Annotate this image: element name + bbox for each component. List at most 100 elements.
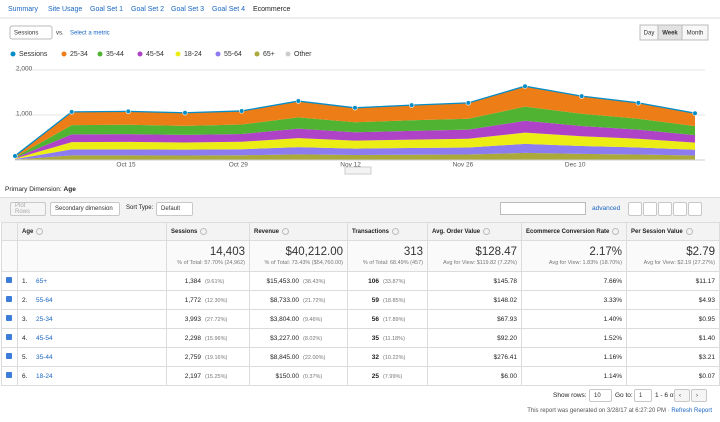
legend-swatch	[215, 51, 221, 57]
age-link[interactable]: 25-34	[36, 315, 53, 323]
help-icon	[685, 227, 693, 235]
primary-dimension-label: Primary Dimension:	[5, 186, 62, 193]
metric-value: $3.21	[698, 353, 715, 361]
metric-value: 106	[368, 277, 379, 285]
metric-share: (12.30%)	[205, 297, 228, 304]
totals-note: Avg for View: 1.83% (18.70%)	[548, 260, 622, 266]
next-page[interactable]: ›	[691, 389, 707, 402]
legend-swatch	[61, 51, 67, 57]
metric-select[interactable]	[9, 25, 53, 40]
sessions-point	[295, 98, 301, 104]
tab[interactable]: Goal Set 2	[131, 6, 164, 13]
row-checkbox[interactable]	[6, 277, 12, 283]
metric-cell: $67.93	[427, 309, 522, 329]
prev-page[interactable]: ‹	[674, 389, 690, 402]
show-rows-select[interactable]: 10	[589, 389, 612, 402]
secondary-dimension-select[interactable]: Secondary dimension	[50, 202, 120, 216]
metric-cell: 1,772 (12.30%)	[166, 290, 250, 310]
metric-share: (0.37%)	[303, 373, 323, 380]
sort-type-select[interactable]: Default	[156, 202, 193, 216]
header-row: Age Sessions Revenue Transactions Avg. Order…	[1, 222, 720, 241]
area-series	[15, 152, 695, 160]
view-icon[interactable]	[658, 202, 672, 216]
column-header[interactable]: Sessions	[166, 222, 250, 241]
column-header[interactable]: Per Session Value	[626, 222, 720, 241]
data-row: 1. 65+ 1,384 (9.61%) $15,453.00 (38.43%) 106 (3…	[1, 271, 720, 291]
tab[interactable]: Site Usage	[48, 6, 82, 13]
metric-cell: $3,804.00 (9.46%)	[249, 309, 348, 329]
tab[interactable]: Goal Set 1	[90, 6, 123, 13]
metric-share: (15.96%)	[205, 335, 228, 342]
metric-value: $3,804.00	[270, 315, 299, 323]
y-tick-label: 2,000	[16, 66, 33, 73]
metric-cell: $15,453.00 (38.43%)	[249, 271, 348, 291]
age-link[interactable]: 35-44	[36, 353, 53, 361]
totals-cell: 2.17% Avg for View: 1.83% (18.70%)	[521, 240, 627, 272]
goto-input[interactable]: 1	[634, 389, 652, 402]
metric-value: 2,298	[184, 334, 201, 342]
legend-label: 65+	[263, 51, 275, 58]
tab[interactable]: Goal Set 4	[212, 6, 245, 13]
row-index: 1.	[22, 277, 28, 285]
tab[interactable]: Summary	[8, 6, 38, 13]
row-checkbox[interactable]	[6, 315, 12, 321]
row-checkbox[interactable]	[6, 296, 12, 302]
metric-value: 35	[371, 334, 379, 342]
metric-value: 1.40%	[603, 315, 622, 323]
help-icon	[483, 227, 491, 235]
view-icon[interactable]	[688, 202, 702, 216]
column-header[interactable]: Ecommerce Conversion Rate	[521, 222, 627, 241]
row-index: 3.	[22, 315, 28, 323]
view-icon[interactable]	[643, 202, 657, 216]
legend-swatch	[175, 51, 181, 57]
totals-blank	[1, 240, 18, 272]
select-metric-link[interactable]: Select a metric	[70, 31, 110, 37]
metric-cell: 3.33%	[521, 290, 627, 310]
metric-cell: $1.40	[626, 328, 720, 348]
legend-label: 45-54	[146, 51, 164, 58]
metric-share: (9.61%)	[205, 278, 225, 285]
age-link[interactable]: 55-64	[36, 296, 53, 304]
column-header-text: Per Session Value	[631, 229, 683, 236]
metric-cell: $92.20	[427, 328, 522, 348]
metric-value: 1,384	[184, 277, 201, 285]
plot-rows-button[interactable]: Plot Rows	[10, 202, 46, 216]
row-checkbox[interactable]	[6, 353, 12, 359]
tab[interactable]: Ecommerce	[253, 6, 290, 13]
age-link[interactable]: 45-54	[36, 334, 53, 342]
x-tick-label: Oct 15	[116, 162, 136, 169]
metric-value: 25	[371, 372, 379, 380]
row-checkbox[interactable]	[6, 372, 12, 378]
metric-value: $3,227.00	[270, 334, 299, 342]
tab[interactable]: Goal Set 3	[171, 6, 204, 13]
refresh-link[interactable]: Refresh Report	[671, 408, 712, 414]
metric-share: (22.00%)	[303, 354, 326, 361]
age-link[interactable]: 18-24	[36, 372, 53, 380]
totals-note: % of Total: 73.43% ($54,760.00)	[264, 260, 343, 266]
advanced-link[interactable]: advanced	[592, 205, 620, 212]
sessions-point	[239, 108, 245, 114]
view-icon[interactable]	[673, 202, 687, 216]
column-header[interactable]: Age	[17, 222, 167, 241]
chart-resize-handle[interactable]	[344, 166, 372, 175]
separator: ·	[667, 408, 670, 414]
view-icon[interactable]	[628, 202, 642, 216]
column-header[interactable]: Revenue	[249, 222, 348, 241]
metric-value: $276.41	[493, 353, 518, 361]
age-link[interactable]: 65+	[36, 277, 48, 285]
advanced-text[interactable]: advanced	[592, 205, 621, 212]
totals-cell: $2.79 Avg for View: $2.19 (27.27%)	[626, 240, 720, 272]
column-header[interactable]: Avg. Order Value	[427, 222, 522, 241]
metric-cell: 35 (11.18%)	[347, 328, 428, 348]
search-box[interactable]	[500, 202, 586, 215]
x-tick-label: Nov 12	[340, 162, 361, 169]
legend-swatch	[254, 51, 260, 57]
row-checkbox[interactable]	[6, 334, 12, 340]
column-header[interactable]: Transactions	[347, 222, 428, 241]
column-header-text: Transactions	[352, 229, 390, 236]
metric-cell: $145.78	[427, 271, 522, 291]
period-button[interactable]	[681, 24, 709, 41]
period-button-label: Day	[644, 31, 655, 37]
data-row: 6. 18-24 2,197 (15.25%) $150.00 (0.37%) 25 (7.9…	[1, 366, 720, 386]
